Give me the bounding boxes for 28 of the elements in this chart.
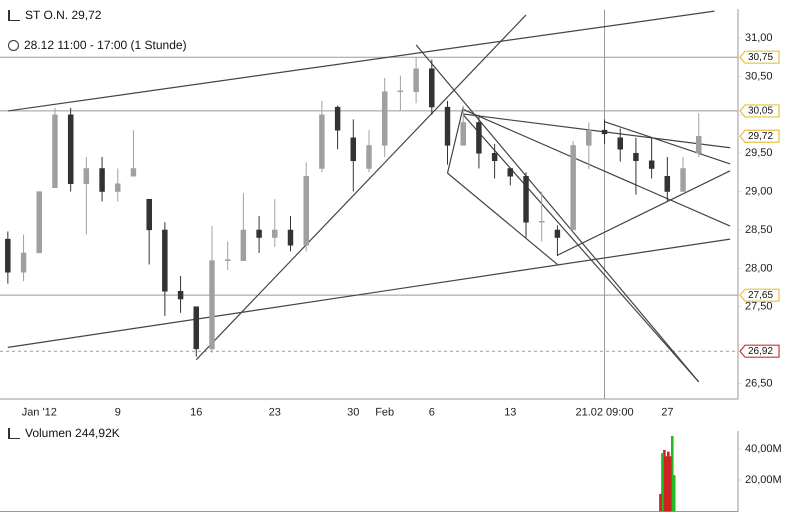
y-tick-label: 40,00M: [745, 442, 782, 455]
x-tick-label: Feb: [375, 406, 394, 418]
ref-line-label: 30,05: [748, 106, 774, 117]
y-tick-label: 29,00: [745, 186, 773, 198]
chart-title: ST O.N. 29,72: [25, 8, 102, 22]
text: 28.12 11:00 - 17:00 (1 Stunde): [24, 38, 187, 52]
x-tick-label: 16: [190, 406, 202, 418]
x-tick-label: 9: [114, 406, 121, 418]
y-tick-label: 26,50: [745, 377, 773, 390]
ref-line-label: 30,75: [748, 52, 774, 63]
y-tick-label: 27,50: [745, 300, 773, 313]
y-tick-label: 20,00M: [745, 474, 782, 486]
x-tick-label: 23: [268, 406, 281, 418]
y-tick-label: 30,50: [745, 70, 773, 82]
ref-line-label: 27,65: [748, 290, 774, 301]
ref-line-label: 26,92: [748, 346, 774, 357]
x-tick-label: 6: [428, 406, 435, 418]
text: 29,72: [748, 131, 774, 142]
x-tick-label: 21.02 09:00: [575, 406, 634, 418]
chart-title: Volumen 244,92K: [25, 426, 120, 440]
y-tick-label: 28,50: [745, 224, 773, 236]
x-tick-label: Jan '12: [22, 406, 57, 418]
x-tick-label: 27: [661, 406, 674, 418]
y-tick-label: 28,00: [745, 262, 773, 274]
x-tick-label: 30: [347, 406, 360, 418]
y-tick-label: 31,00: [745, 32, 773, 44]
x-tick-label: 13: [504, 406, 516, 418]
y-tick-label: 29,50: [745, 147, 773, 160]
